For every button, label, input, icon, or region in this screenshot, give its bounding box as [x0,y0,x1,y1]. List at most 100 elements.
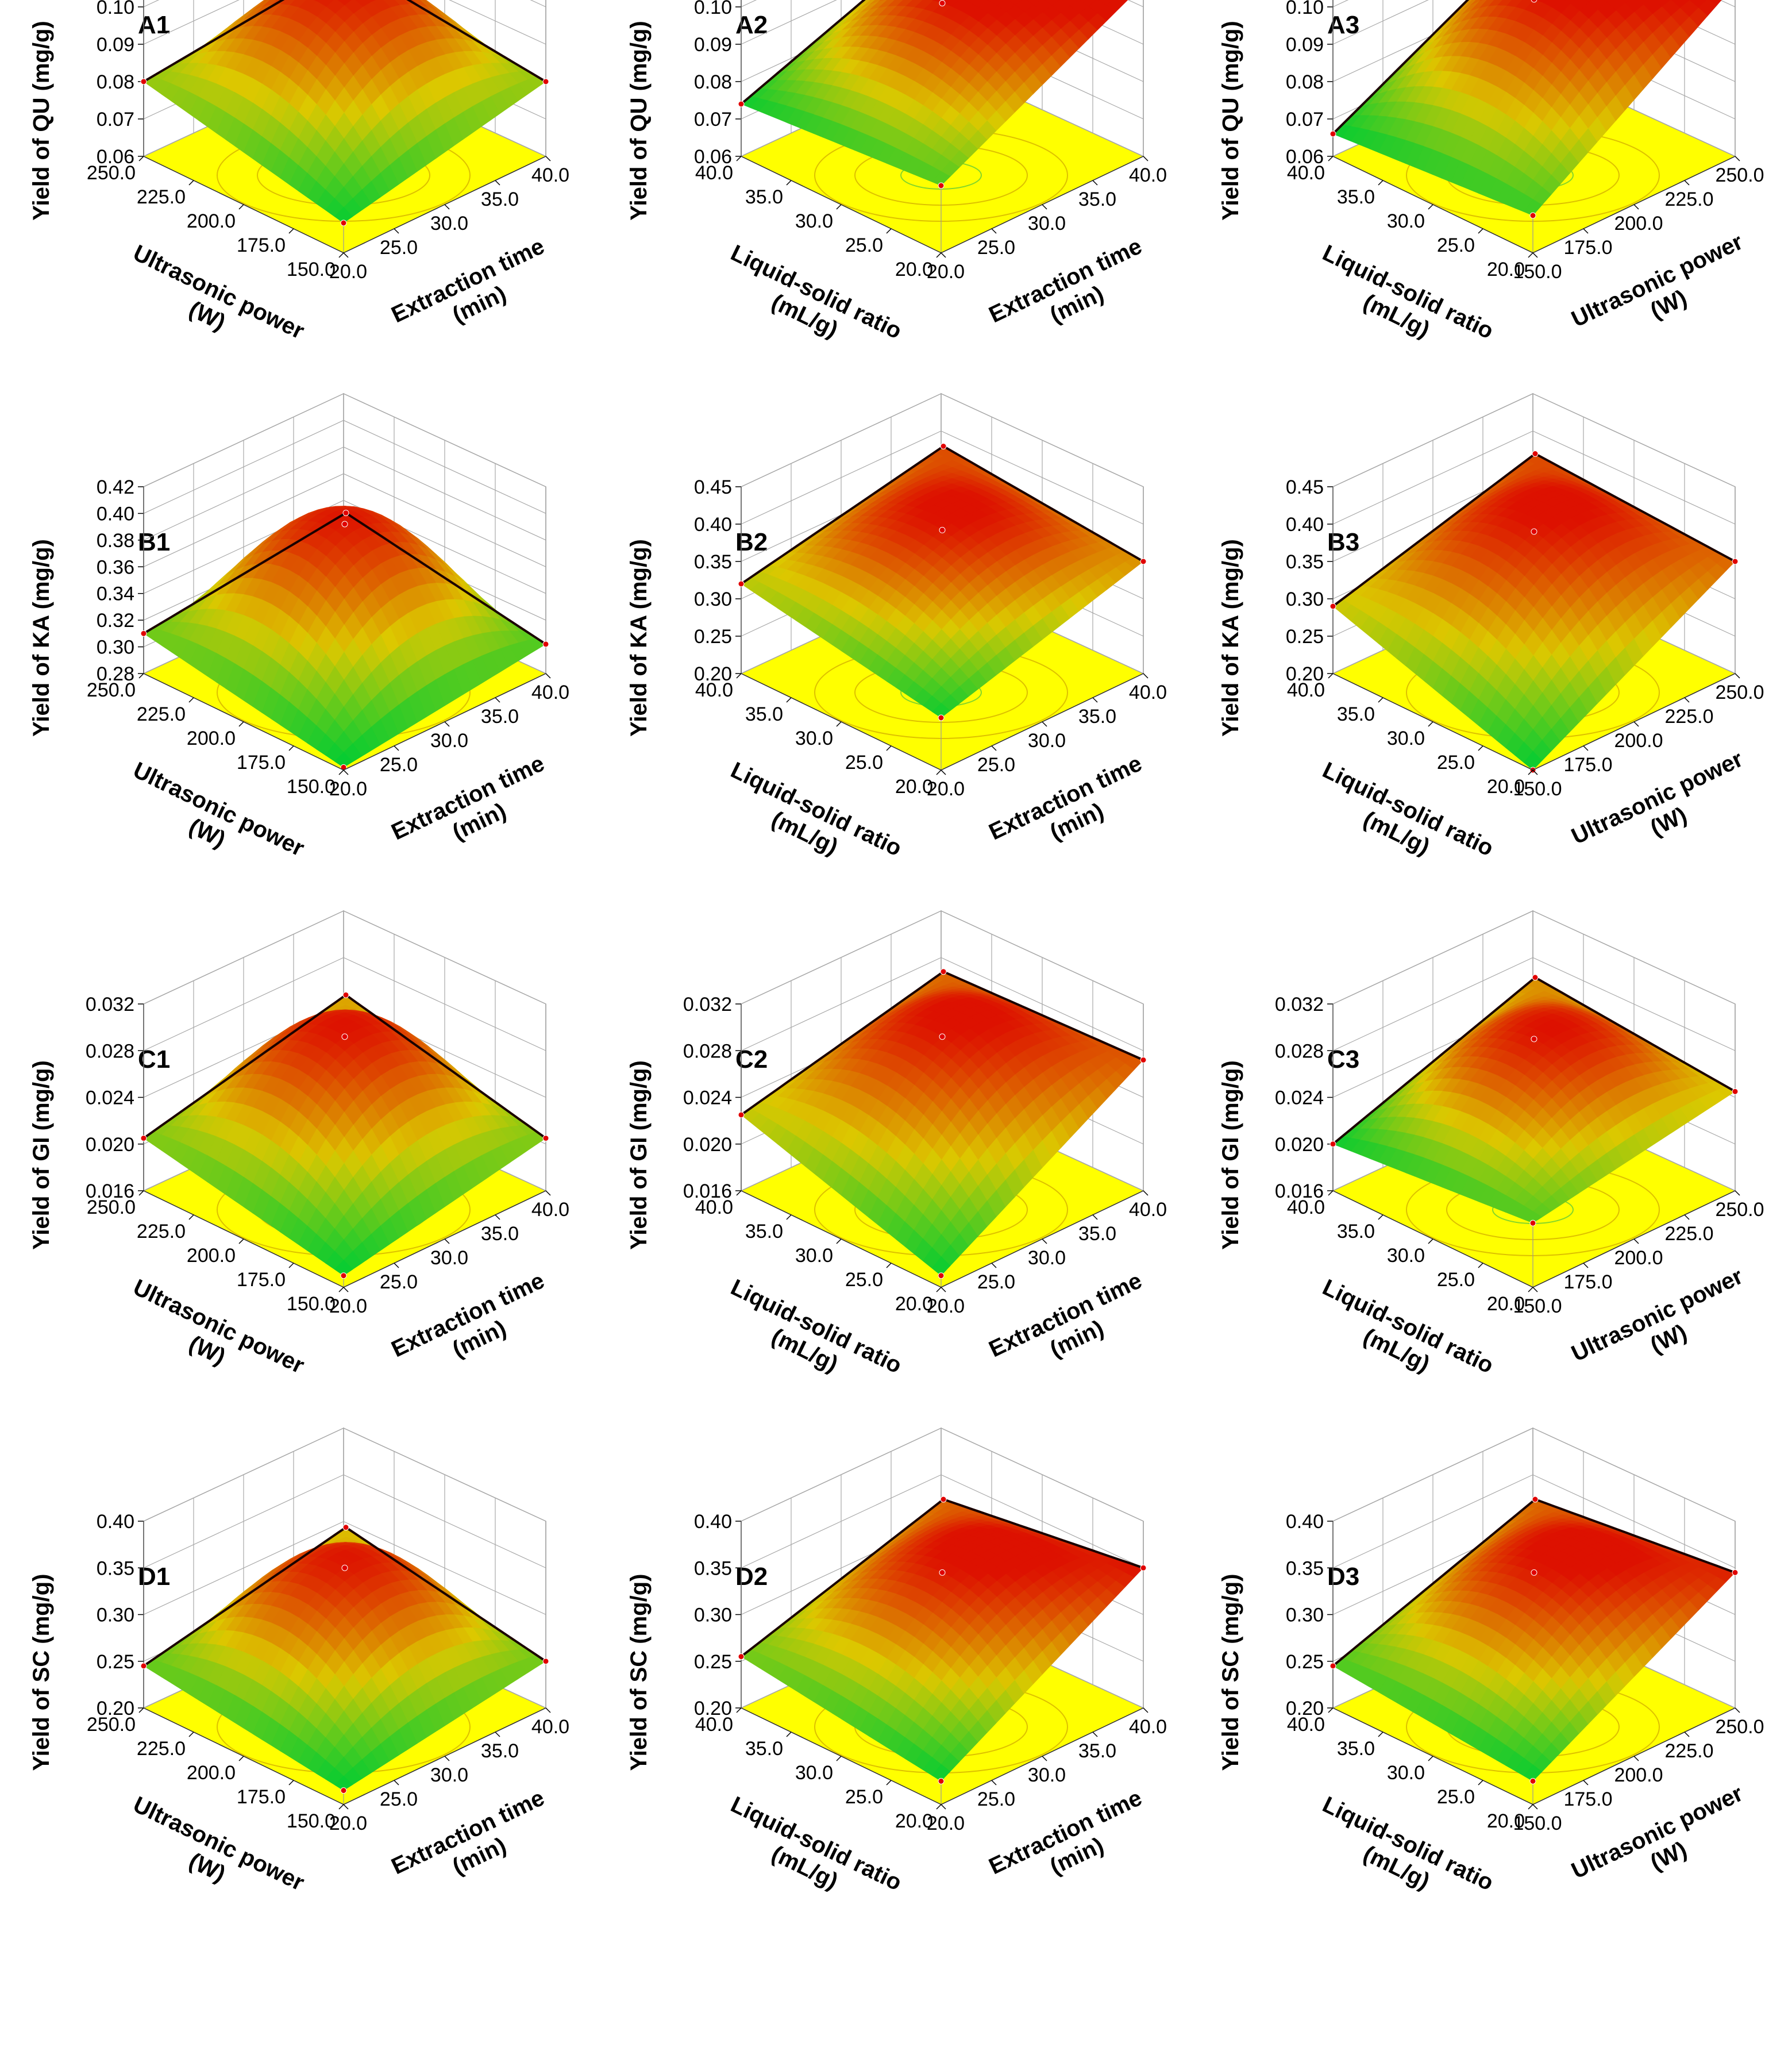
design-point [939,1033,946,1040]
x-tick-mark [1684,697,1690,703]
wall-gridline [741,957,942,1051]
y-tick-label: 25.0 [1437,234,1475,256]
x-tick-label: 150.0 [1513,778,1562,800]
y-tick-mark [338,769,344,775]
z-tick-label: 0.020 [683,1134,732,1156]
z-tick-label: 0.06 [694,146,732,168]
y-tick-label: 200.0 [187,210,236,232]
wall-gridline [1532,910,1736,1005]
surface-facet [931,703,951,718]
design-point [738,101,745,107]
x-tick-label: 40.0 [531,682,569,703]
z-tick-label: 0.30 [97,637,134,659]
y-tick-label: 30.0 [795,1245,833,1267]
response-surface [741,0,1128,186]
surface-facet [1585,0,1592,3]
x-tick-label: 20.0 [927,1295,965,1317]
design-point [1529,212,1536,219]
x-tick-label: 175.0 [1563,754,1612,776]
z-tick-label: 0.28 [97,663,134,685]
x-tick-label: 25.0 [977,1271,1015,1293]
response-surface [143,506,546,768]
surface-rim [943,970,1144,1061]
surface-plot-svg: A10.060.070.080.090.100.1120.025.030.035… [29,0,569,344]
y-tick-label: 30.0 [1387,728,1425,749]
design-point [341,1033,348,1040]
wall-gridline [343,473,546,567]
surface-facet [931,1256,951,1276]
x-tick-label: 35.0 [481,706,519,728]
z-tick-label: 0.35 [694,551,732,573]
y-axis-label: Liquid-solid ratio(mL/g) [1307,240,1497,368]
z-tick-label: 0.06 [1286,146,1324,168]
wall-gridline [343,447,546,541]
design-point [938,714,945,721]
z-axis-label: Yield of GI (mg/g) [626,1060,652,1250]
y-tick-label: 35.0 [745,703,783,725]
x-tick-label: 30.0 [430,730,468,752]
x-tick-mark [343,769,349,775]
design-point [1532,451,1539,457]
x-tick-mark [343,252,349,258]
y-tick-label: 20.0 [1487,259,1525,280]
y-tick-mark [1478,228,1483,234]
z-tick-label: 0.10 [97,0,134,18]
x-tick-mark [394,1263,399,1268]
y-tick-mark [736,673,742,679]
wall-gridline [741,393,942,487]
wall-gridline [143,910,344,1005]
x-tick-label: 150.0 [1513,261,1562,283]
x-tick-mark [444,204,450,210]
z-tick-label: 0.38 [97,530,134,552]
y-tick-mark [338,252,344,258]
y-tick-label: 35.0 [745,1221,783,1242]
y-tick-mark [1428,204,1433,210]
surface-plot-svg: C1 0.016 0.020 0.024 0.028 0.032 20.0 25.0 30.0 3… [29,910,569,1402]
y-tick-label: 175.0 [237,752,286,774]
y-tick-label: 30.0 [1387,210,1425,232]
y-tick-label: 35.0 [1337,703,1375,725]
y-axis-label: Ultrasonic power(W) [118,1275,308,1402]
surface-rim [406,0,547,83]
response-surface [143,994,546,1276]
x-tick-mark [444,1238,450,1244]
y-tick-mark [138,1190,144,1196]
surface-panel-a1: A10.060.070.080.090.100.1120.025.030.035… [9,0,583,494]
x-tick-mark [1092,180,1098,186]
x-tick-mark [991,228,997,234]
z-tick-label: 0.10 [694,0,732,18]
z-tick-label: 0.08 [694,71,732,93]
z-tick-label: 0.020 [86,1134,134,1156]
x-tick-mark [941,252,946,258]
surface-panel-c3: C3 0.016 0.020 0.024 0.028 0.032 150.0 175.0 200… [1198,910,1772,1529]
y-tick-mark [1328,156,1334,161]
design-point [939,0,946,6]
x-tick-label: 35.0 [1078,706,1116,728]
surface-rim [1535,452,1736,563]
y-tick-mark [188,697,194,703]
surface-rim [345,994,547,1140]
wall-gridline [143,393,344,487]
x-tick-label: 250.0 [1715,682,1764,703]
y-tick-mark [786,697,792,703]
y-tick-label: 25.0 [845,752,883,774]
z-axis-label: Yield of KA (mg/g) [626,539,652,737]
y-tick-label: 225.0 [137,703,186,725]
z-tick-label: 0.32 [97,610,134,632]
surface-plot-svg: C2 0.016 0.020 0.024 0.028 0.032 20.0 25.0 30.0 3… [626,910,1167,1379]
x-tick-label: 250.0 [1715,164,1764,186]
z-tick-label: 0.09 [694,34,732,56]
wall-gridline [741,0,837,45]
y-tick-label: 20.0 [895,259,933,280]
design-point [1140,558,1147,565]
wall-gridline [343,910,546,1005]
x-tick-mark [991,1263,997,1268]
x-tick-mark [444,721,450,727]
wall-gridline [343,393,546,487]
z-tick-label: 0.45 [1286,476,1324,498]
x-tick-mark [1735,156,1740,161]
y-axis-label: Liquid-solid ratio(mL/g) [715,240,905,368]
y-tick-mark [238,1238,244,1244]
y-tick-mark [836,204,842,210]
surface-panel-a3: A30.060.070.080.090.100.11150.0175.0200.… [1198,0,1772,494]
